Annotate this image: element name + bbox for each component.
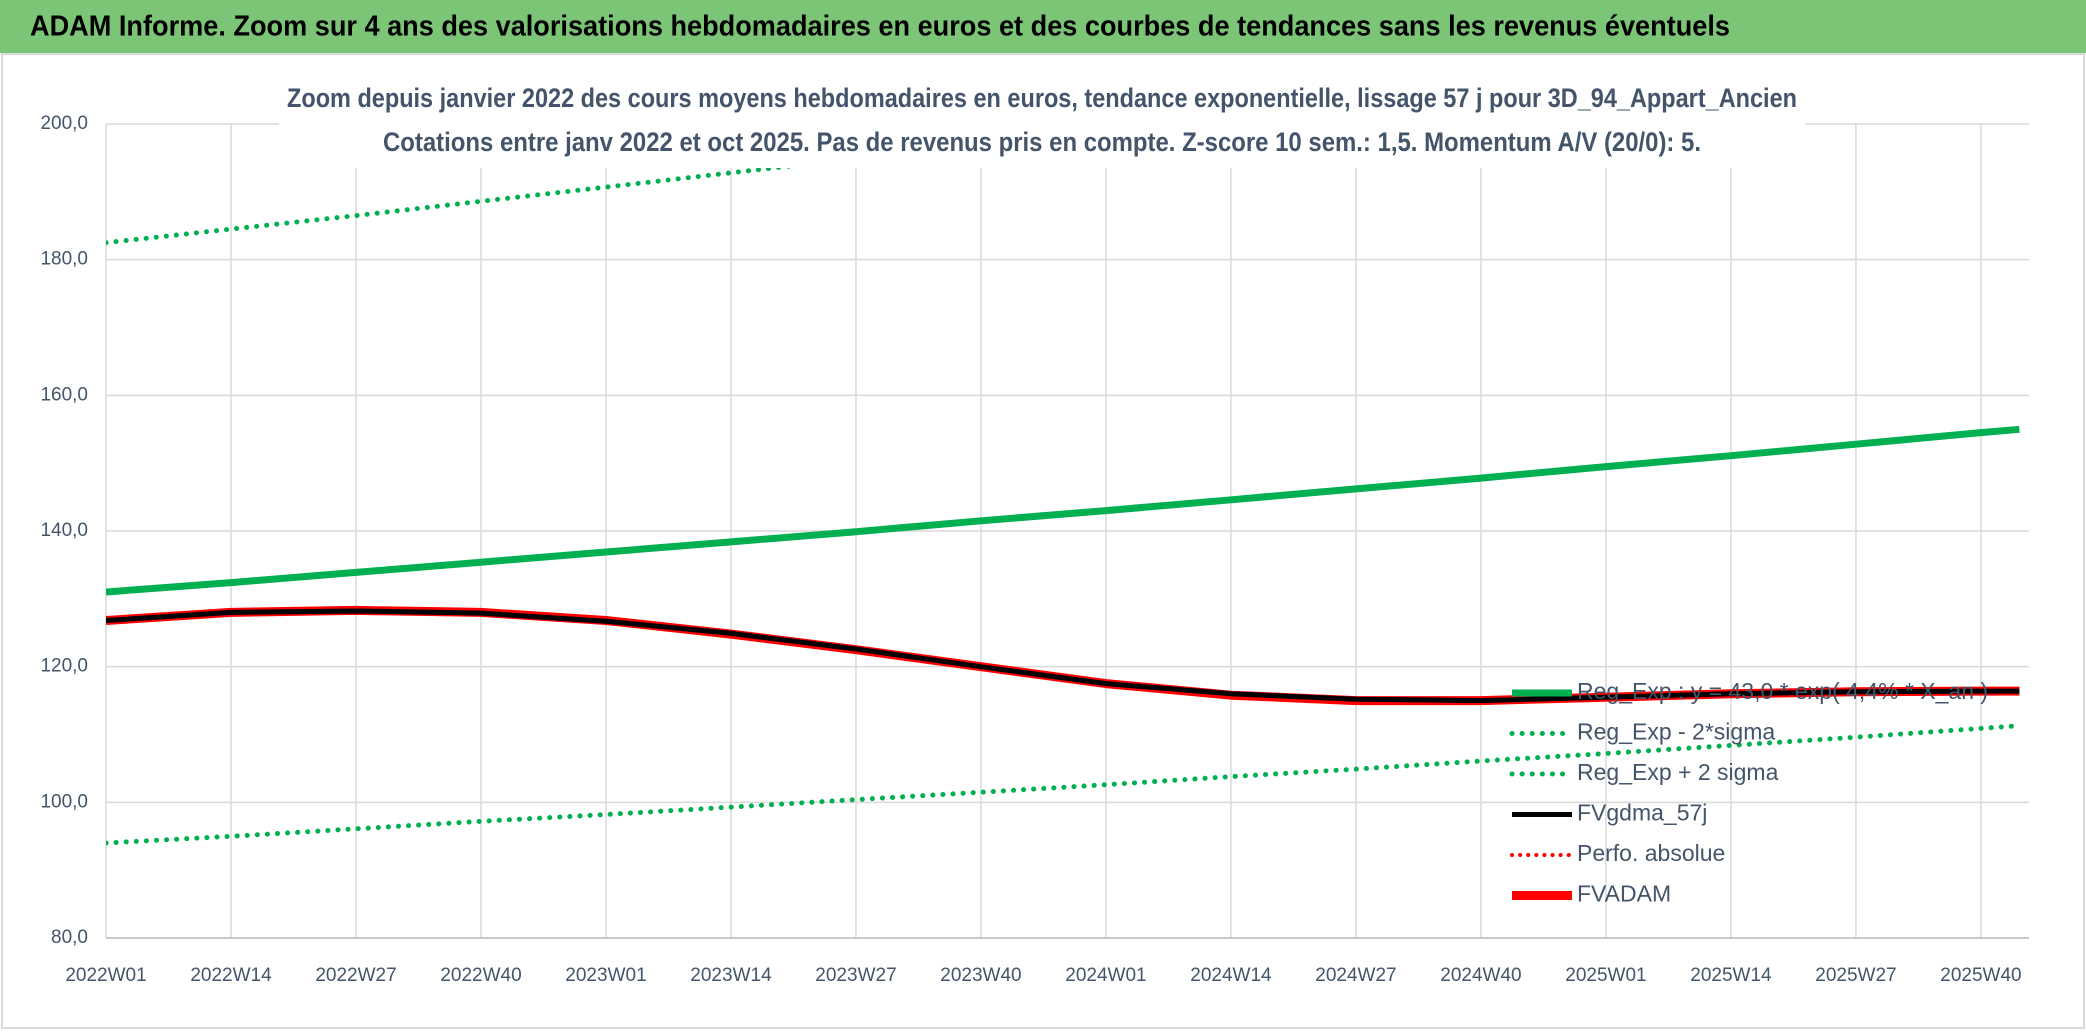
x-tick-label: 2025W27 [1815, 965, 1896, 986]
legend: Reg_Exp : y = 43,0 * exp( 4,4% * X_an ) R… [1509, 678, 1988, 907]
legend-label: Perfo. absolue [1577, 840, 1725, 866]
chart-title: Zoom depuis janvier 2022 des cours moyen… [287, 83, 1797, 113]
x-tick-label: 2023W27 [815, 965, 896, 986]
x-tick-label: 2022W01 [65, 965, 146, 986]
header-bar [0, 0, 2086, 53]
x-tick-label: 2022W27 [315, 965, 396, 986]
x-tick-label: 2023W01 [565, 965, 646, 986]
legend-label: Reg_Exp + 2 sigma [1577, 759, 1779, 785]
y-tick-label: 100,0 [40, 791, 88, 812]
x-tick-label: 2023W40 [940, 965, 1021, 986]
series-line [106, 723, 2022, 846]
plot-area: 80,0 100,0 120,0 140,0 160,0 180,0 200,0 2022W0… [40, 113, 2029, 986]
x-tick-label: 2025W01 [1565, 965, 1646, 986]
y-tick-label: 180,0 [40, 249, 88, 270]
x-tick-label: 2025W40 [1940, 965, 2021, 986]
x-tick-label: 2024W27 [1315, 965, 1396, 986]
x-tick-label: 2024W01 [1065, 965, 1146, 986]
x-tick-label: 2024W14 [1190, 965, 1272, 986]
y-tick-label: 160,0 [40, 384, 88, 405]
y-tick-label: 200,0 [40, 113, 88, 134]
x-tick-label: 2025W14 [1690, 965, 1772, 986]
x-tick-label: 2022W40 [440, 965, 521, 986]
y-tick-label: 140,0 [40, 520, 88, 541]
y-tick-label: 120,0 [40, 656, 88, 677]
chart-frame [1, 53, 2085, 1029]
chart-subtitle: Cotations entre janv 2022 et oct 2025. P… [383, 127, 1701, 157]
legend-label: FVADAM [1577, 881, 1671, 907]
legend-label: Reg_Exp - 2*sigma [1577, 719, 1775, 745]
header-title: ADAM Informe. Zoom sur 4 ans des valoris… [30, 11, 1730, 43]
series-line [106, 425, 2020, 596]
x-tick-label: 2022W14 [190, 965, 272, 986]
legend-label: Reg_Exp : y = 43,0 * exp( 4,4% * X_an ) [1577, 678, 1988, 704]
legend-label: FVgdma_57j [1577, 800, 1707, 826]
series-line [106, 608, 2020, 704]
y-tick-label: 80,0 [51, 927, 88, 948]
x-tick-label: 2023W14 [690, 965, 772, 986]
title-box [279, 78, 1805, 168]
x-tick-label: 2024W40 [1440, 965, 1521, 986]
series-line [106, 120, 1201, 246]
